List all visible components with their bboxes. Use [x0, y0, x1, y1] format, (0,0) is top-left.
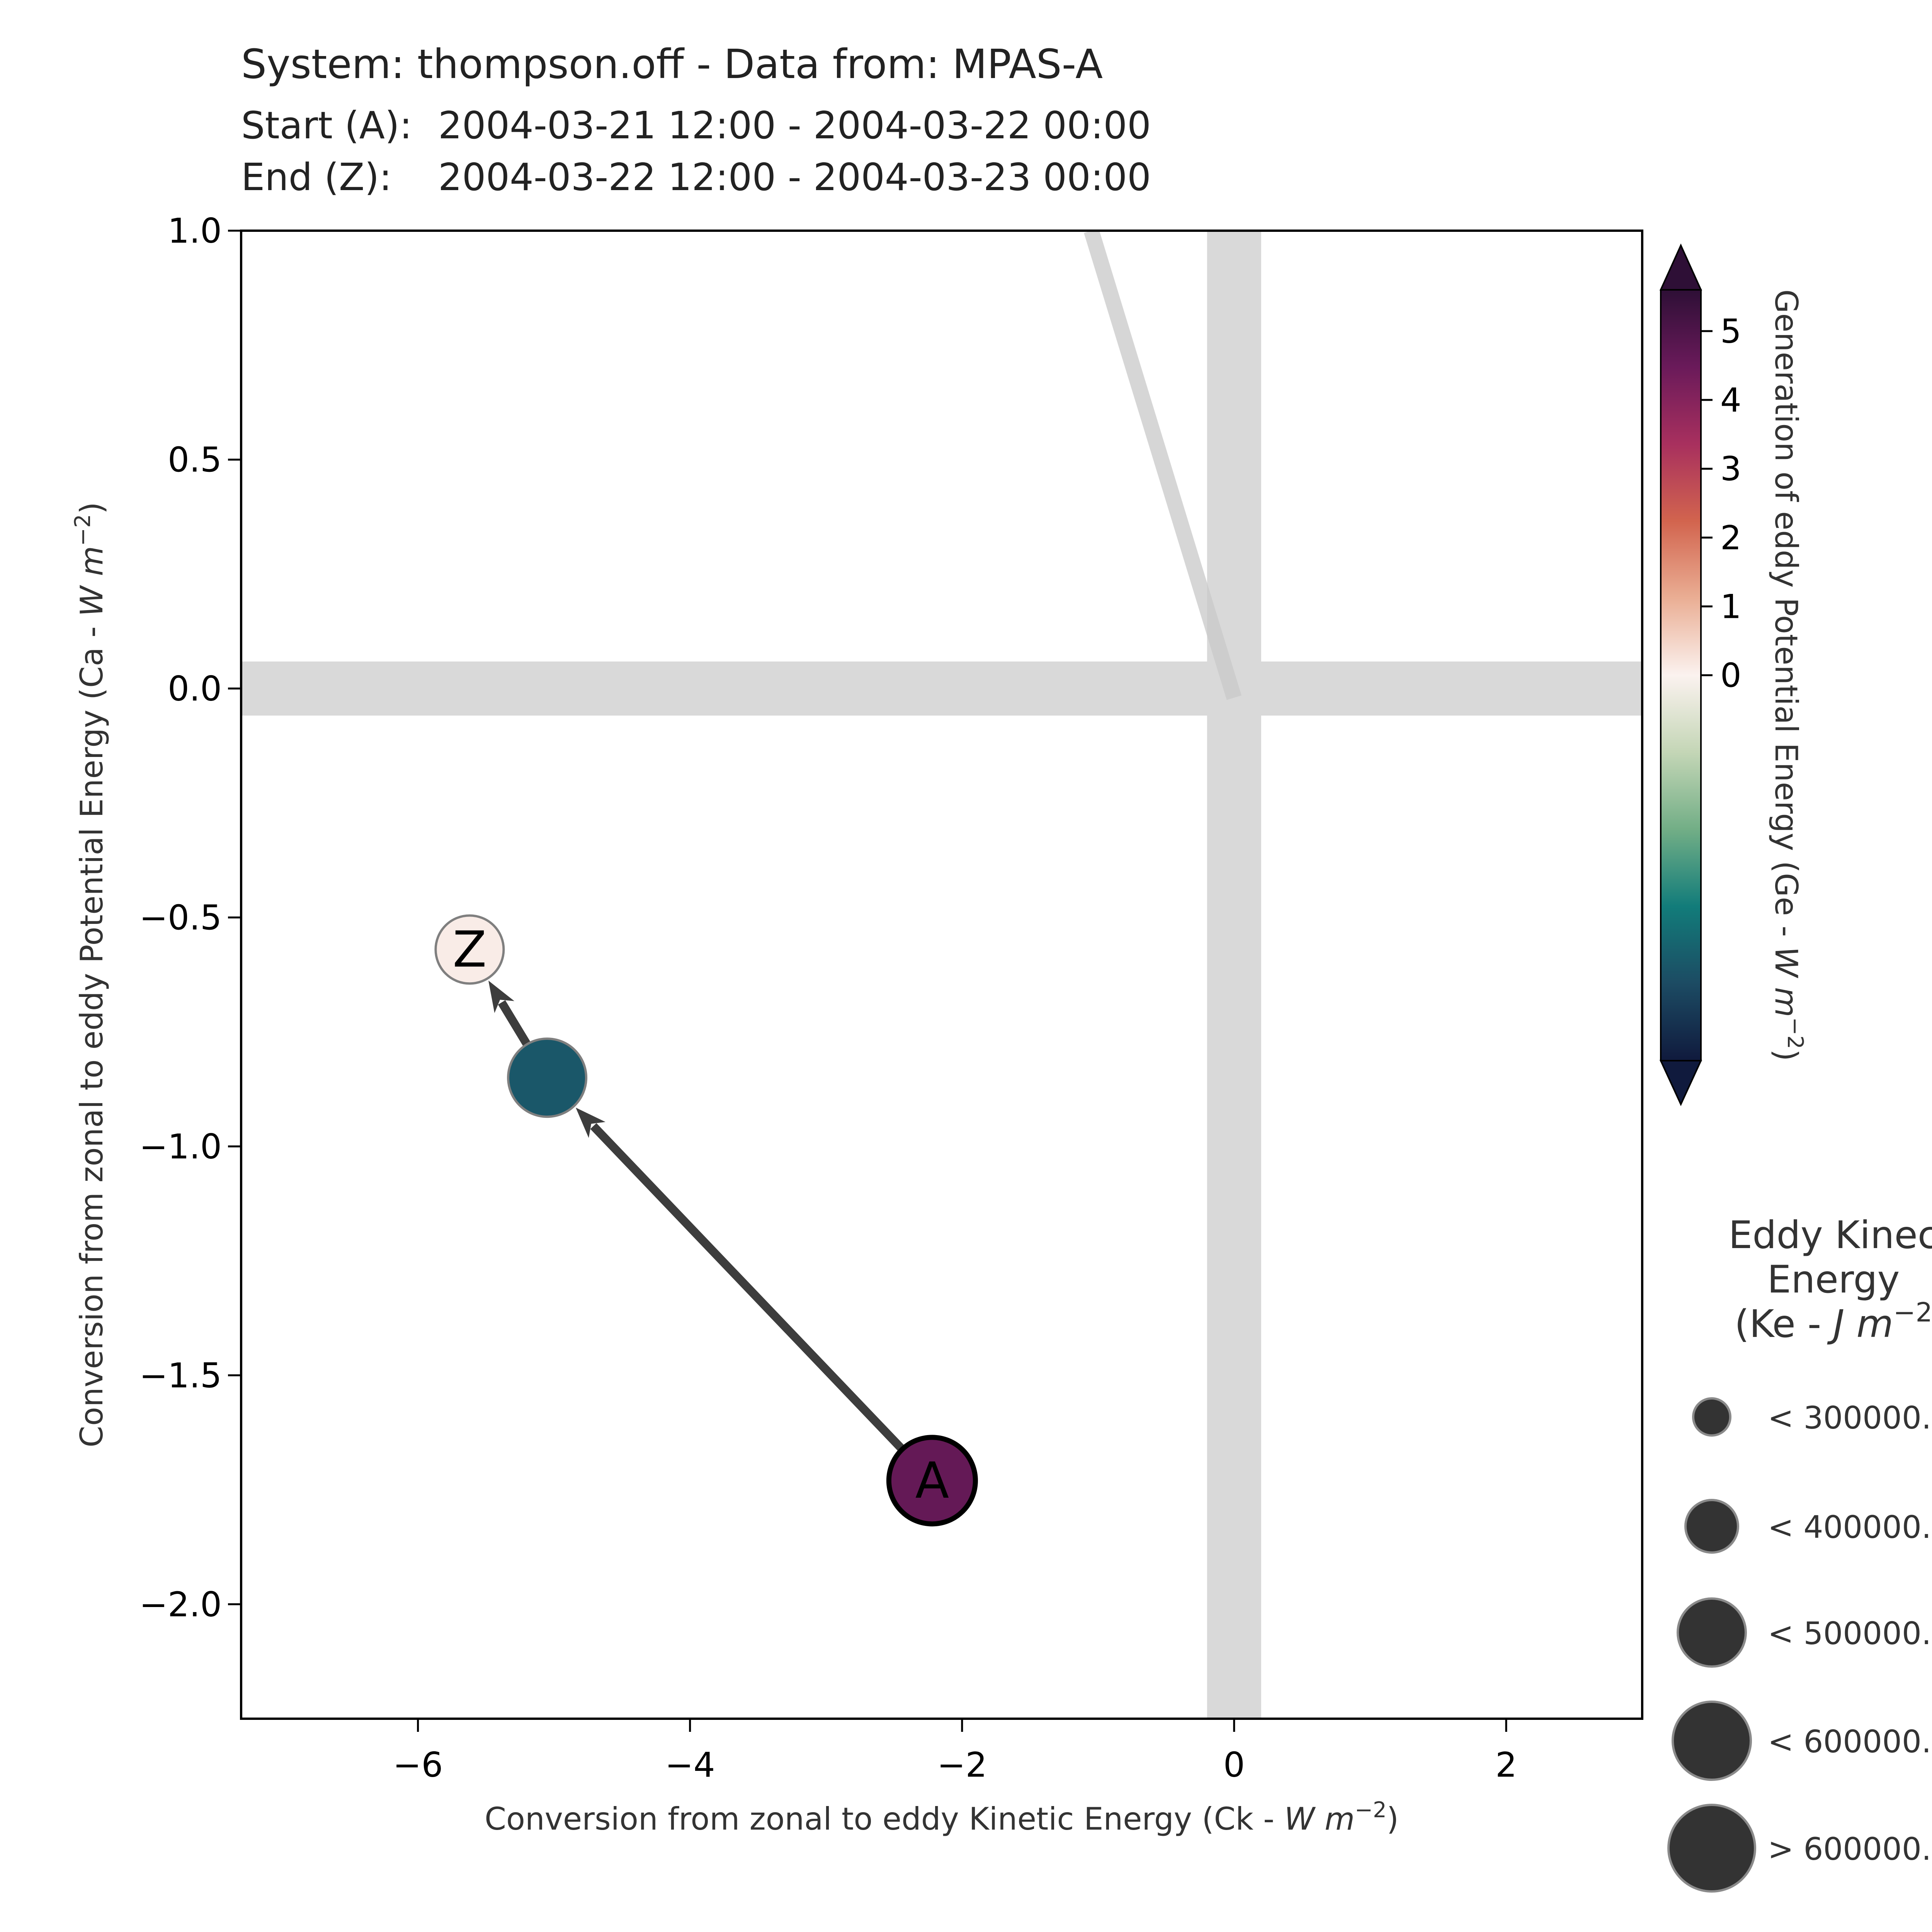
size-legend-marker [1684, 1499, 1739, 1554]
y-tick-label: 1.0 [168, 211, 222, 251]
y-tick-label: −1.0 [139, 1127, 222, 1167]
y-tick-label: 0.5 [168, 440, 222, 480]
start-point-marker [886, 1435, 978, 1527]
end-point-marker [434, 914, 505, 985]
x-tick-label: 2 [1495, 1745, 1517, 1785]
y-tick-label: −0.5 [139, 898, 222, 937]
size-legend-title-line: Energy [1767, 1258, 1900, 1302]
size-legend-label: < 500000. [1768, 1616, 1931, 1651]
vertical-zero-band [1207, 231, 1261, 1719]
end-label: End (Z): [241, 155, 392, 199]
start-label: Start (A): [241, 104, 412, 147]
trajectory-arrowhead [488, 980, 515, 1013]
start-range: 2004-03-21 12:00 - 2004-03-22 00:00 [438, 104, 1151, 147]
size-legend-title-line: (Ke - J m−2 [1735, 1297, 1932, 1346]
size-legend-marker [1672, 1701, 1752, 1781]
size-legend-marker [1692, 1397, 1731, 1437]
end-range: 2004-03-22 12:00 - 2004-03-23 00:00 [438, 155, 1151, 199]
colorbar-label: Generation of eddy Potential Energy (Ge … [1768, 289, 1808, 1061]
colorbar-extend-min [1659, 1060, 1702, 1106]
size-legend-marker [1677, 1597, 1747, 1668]
size-legend-label: > 600000. [1768, 1831, 1931, 1867]
colorbar-tick-label: 4 [1720, 381, 1742, 420]
colorbar-tick-label: 5 [1720, 312, 1742, 351]
start-point-label: A [915, 1452, 949, 1510]
colorbar-tick-label: 2 [1720, 519, 1742, 557]
trajectory-segment [590, 1123, 935, 1484]
colorbar-tick-label: 3 [1720, 450, 1742, 488]
trajectory-arrowhead [576, 1107, 605, 1138]
end-point-label: Z [453, 921, 487, 978]
x-tick-label: −6 [393, 1745, 443, 1785]
y-tick-label: −1.5 [139, 1355, 222, 1395]
y-tick-label: 0.0 [168, 669, 222, 709]
colorbar [1660, 289, 1702, 1061]
plot-frame [240, 230, 1643, 1720]
end-period: End (Z): 2004-03-22 12:00 - 2004-03-23 00… [241, 155, 1151, 199]
colorbar-tick-label: 0 [1720, 656, 1742, 695]
y-axis-label: Conversion from zonal to eddy Potential … [70, 502, 110, 1447]
size-legend-marker [1667, 1804, 1756, 1893]
horizontal-zero-band [241, 661, 1642, 716]
x-axis-label: Conversion from zonal to eddy Kinetic En… [485, 1798, 1399, 1837]
chart-title: System: thompson.off - Data from: MPAS-A [241, 41, 1103, 88]
colorbar-tick-label: 1 [1720, 587, 1742, 626]
trend-line [1084, 231, 1242, 700]
size-legend-title-line: Eddy Kinec [1728, 1213, 1932, 1257]
size-legend-label: < 400000. [1768, 1509, 1931, 1545]
start-period: Start (A): 2004-03-21 12:00 - 2004-03-22 … [241, 104, 1151, 147]
colorbar-extend-max [1659, 243, 1702, 291]
intermediate-point-marker [507, 1037, 588, 1118]
x-tick-label: −4 [665, 1745, 715, 1785]
size-legend-label: < 600000. [1768, 1724, 1931, 1760]
x-tick-label: 0 [1223, 1745, 1245, 1785]
y-tick-label: −2.0 [139, 1585, 222, 1624]
x-tick-label: −2 [937, 1745, 987, 1785]
size-legend-label: < 300000. [1768, 1400, 1931, 1436]
